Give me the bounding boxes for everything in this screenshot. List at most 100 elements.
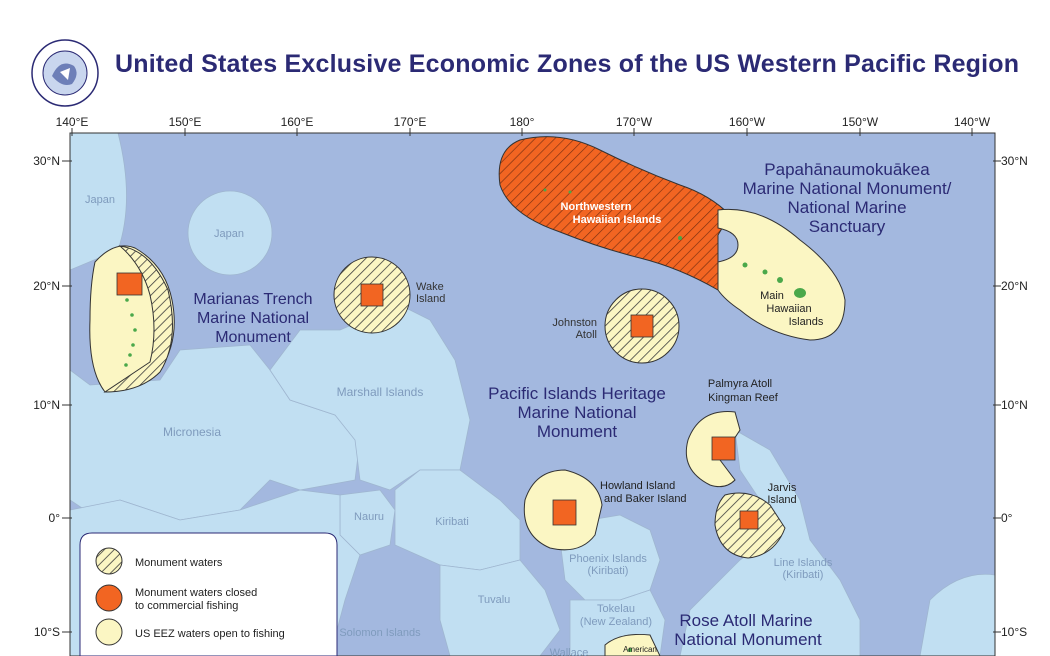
main-hawaiian-label: Main Hawaiian Islands (760, 290, 824, 328)
kiribati-label: Kiribati (435, 516, 469, 528)
marianas-hatched-band (103, 245, 173, 393)
svg-text:Main: Main (760, 290, 784, 302)
howland-closed-zone (552, 499, 577, 526)
phoenix-label: Phoenix Islands (Kiribati) (569, 553, 647, 577)
svg-text:Rose Atoll Marine: Rose Atoll Marine (679, 611, 812, 630)
map-title: United States Exclusive Economic Zones o… (115, 50, 1020, 78)
svg-text:(Kiribati): (Kiribati) (588, 565, 629, 577)
american-label: American (623, 645, 657, 654)
legend-label-monument: Monument waters (135, 557, 223, 569)
hatched-circle-icon (95, 547, 123, 575)
svg-text:Phoenix Islands: Phoenix Islands (569, 553, 647, 565)
lat-tick: 10°S (34, 625, 60, 639)
howland-baker-label: Howland Island and Baker Island (600, 480, 687, 505)
lat-tick: 10°S (1001, 625, 1027, 639)
svg-text:Monument: Monument (215, 329, 291, 346)
japan-island-eez (187, 190, 273, 276)
johnston-closed-zone (630, 314, 654, 338)
svg-text:and Baker Island: and Baker Island (604, 493, 687, 505)
palmyra-label: Palmyra Atoll Kingman Reef (708, 378, 779, 404)
lon-tick: 180° (510, 115, 535, 129)
lat-tick: 30°N (1001, 154, 1028, 168)
latitude-axis-left: 30°N 20°N 10°N 0° 10°S (33, 154, 60, 639)
svg-text:Papahānaumokuākea: Papahānaumokuākea (764, 160, 930, 179)
svg-text:Palmyra Atoll: Palmyra Atoll (708, 378, 772, 390)
svg-text:National Marine: National Marine (787, 198, 906, 217)
rose-atoll-label: Rose Atoll Marine National Monument (674, 611, 822, 649)
palmyra-closed-zone (711, 436, 736, 461)
american-samoa-eez (604, 634, 661, 656)
svg-text:Hawaiian: Hawaiian (766, 303, 811, 315)
lat-tick: 10°N (1001, 398, 1028, 412)
japan-island-label: Japan (214, 228, 244, 240)
legend-label-closed: Monument waters closed (135, 587, 257, 599)
tuvalu-eez (439, 559, 561, 656)
main-hawaiian-eez (717, 208, 846, 341)
lon-tick: 160°W (729, 115, 766, 129)
lon-tick: 150°E (169, 115, 202, 129)
jarvis-label: Jarvis Island (767, 482, 797, 506)
lon-tick: 140°W (954, 115, 991, 129)
council-seal-icon (31, 39, 99, 107)
lon-tick: 160°E (281, 115, 314, 129)
south-east-eez (919, 573, 995, 656)
marianas-closed-zone (116, 272, 143, 296)
lon-tick: 140°E (56, 115, 89, 129)
nauru-label: Nauru (354, 511, 384, 523)
lat-tick: 0° (49, 511, 61, 525)
japan-label: Japan (85, 194, 115, 206)
svg-text:Howland Island: Howland Island (600, 480, 675, 492)
lat-tick: 30°N (33, 154, 60, 168)
lat-tick: 0° (1001, 511, 1013, 525)
legend-label-closed-2: to commercial fishing (135, 600, 238, 612)
lat-tick: 20°N (1001, 279, 1028, 293)
svg-text:Atoll: Atoll (576, 329, 597, 341)
svg-text:Pacific Islands Heritage: Pacific Islands Heritage (488, 384, 666, 403)
svg-text:Johnston: Johnston (552, 317, 597, 329)
latitude-axis-right: 30°N 20°N 10°N 0° 10°S (1001, 154, 1028, 639)
tokelau-label: Tokelau (New Zealand) (580, 603, 652, 628)
svg-text:Island: Island (416, 293, 445, 305)
jarvis-closed-zone (739, 510, 759, 530)
lat-tick: 20°N (33, 279, 60, 293)
svg-text:Jarvis: Jarvis (768, 482, 797, 494)
lon-tick: 170°E (394, 115, 427, 129)
wake-label: Wake Island (416, 281, 445, 305)
svg-text:Tokelau: Tokelau (597, 603, 635, 615)
island-dots (124, 188, 806, 652)
solomon-label: Solomon Islands (339, 627, 421, 639)
lon-tick: 170°W (616, 115, 653, 129)
line-islands-label: Line Islands (Kiribati) (774, 557, 833, 581)
nwhi-label: Northwestern Hawaiian Islands (561, 201, 662, 226)
svg-text:Marine National: Marine National (517, 403, 636, 422)
lon-tick: 150°W (842, 115, 879, 129)
legend-label-open: US EEZ waters open to fishing (135, 628, 285, 640)
svg-text:Line Islands: Line Islands (774, 557, 833, 569)
lat-tick: 10°N (33, 398, 60, 412)
yellow-circle-icon (95, 618, 123, 646)
micronesia-label: Micronesia (163, 425, 221, 439)
svg-text:Kingman Reef: Kingman Reef (708, 392, 779, 404)
svg-text:Monument: Monument (537, 422, 618, 441)
svg-text:National Monument: National Monument (674, 630, 822, 649)
wallace-label: Wallace (550, 647, 589, 656)
svg-text:Marine National Monument/: Marine National Monument/ (743, 179, 952, 198)
svg-text:Islands: Islands (789, 316, 824, 328)
tuvalu-label: Tuvalu (478, 594, 511, 606)
wake-closed-zone (360, 283, 384, 307)
kiribati-west-eez (394, 469, 521, 571)
marshall-label: Marshall Islands (337, 385, 424, 399)
nwhi-monument-zone (498, 136, 731, 291)
svg-text:Island: Island (767, 494, 796, 506)
orange-circle-icon (95, 584, 123, 612)
svg-text:Northwestern: Northwestern (561, 201, 632, 213)
papahanaumokuakea-label: Papahānaumokuākea Marine National Monume… (743, 160, 952, 236)
svg-text:Sanctuary: Sanctuary (809, 217, 886, 236)
marianas-label: Marianas Trench Marine National Monument (193, 291, 312, 346)
svg-text:Hawaiian Islands: Hawaiian Islands (573, 214, 662, 226)
svg-text:(Kiribati): (Kiribati) (783, 569, 824, 581)
svg-text:(New Zealand): (New Zealand) (580, 616, 652, 628)
svg-text:Marianas Trench: Marianas Trench (193, 291, 312, 308)
legend: Monument waters Monument waters closed t… (79, 532, 338, 656)
